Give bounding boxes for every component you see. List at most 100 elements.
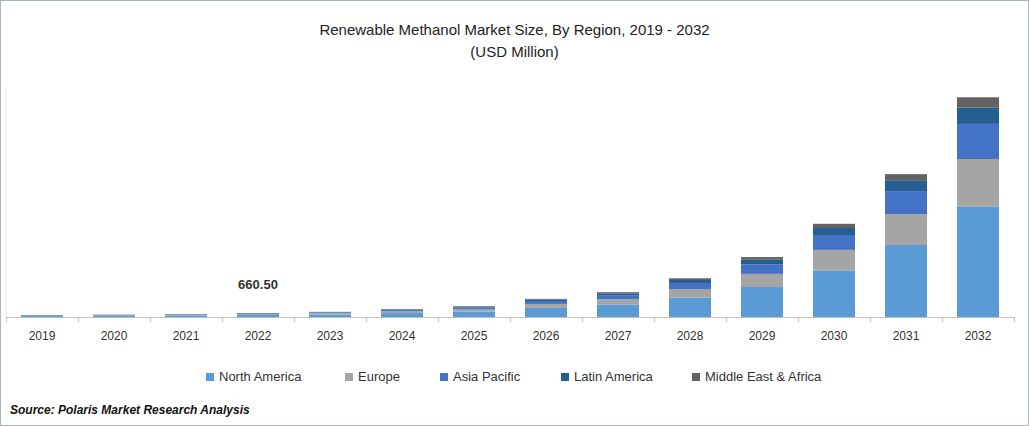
x-tick-label: 2031 [893,329,920,343]
bar-segment [885,214,927,245]
x-tick-label: 2032 [965,329,992,343]
bar-segment [525,308,567,317]
bar-segment [237,315,279,317]
bar-segment [93,314,135,315]
bar-segment [525,300,567,301]
bar-segment [813,228,855,235]
legend: North America Europe Asia Pacific Latin Ame… [206,369,822,384]
title: Renewable Methanol Market Size, By Regio… [319,21,709,38]
bar-segment [957,108,999,124]
bar-segment [525,304,567,308]
bar-segment [453,306,495,308]
x-tick-label: 2023 [317,329,344,343]
x-tick-label: 2019 [29,329,56,343]
bar-segment [813,270,855,317]
x-tick [870,317,871,322]
x-tick [6,317,7,322]
bar-segment [93,316,135,317]
bar-segment [741,257,783,260]
bar-segment [885,180,927,191]
bar-segment [237,313,279,314]
subtitle: (USD Million) [470,43,558,60]
x-tick-label: 2029 [749,329,776,343]
bar-segment [237,313,279,314]
bar-segment [885,191,927,214]
x-tick [510,317,511,322]
x-tick [942,317,943,322]
bar-segment [21,315,63,316]
bar-segment [669,278,711,280]
bar-segment [669,280,711,283]
bar-segment [669,289,711,298]
bar-segment [957,124,999,159]
bar-segment [21,315,63,316]
bar-segment [381,309,423,311]
bar-segment [165,314,207,315]
bar-segment [309,311,351,312]
x-tick-label: 2020 [101,329,128,343]
bar-segment [237,313,279,315]
x-tick-label: 2024 [389,329,416,343]
legend-swatch [206,373,214,381]
x-tick [654,317,655,322]
x-tick [150,317,151,322]
bar-segment [309,313,351,314]
legend-label: Europe [358,369,400,384]
bar-segment [453,312,495,317]
legend-label: Middle East & Africa [705,369,822,384]
bar-segment [813,224,855,228]
legend-label: Latin America [574,369,654,384]
legend-swatch [345,373,353,381]
x-tick-label: 2028 [677,329,704,343]
bar-segment [597,305,639,317]
bar-segment [741,287,783,317]
bar-segment [165,315,207,317]
bar-segment [669,298,711,317]
x-tick [222,317,223,322]
bar-segment [309,314,351,317]
frame [1,1,1029,426]
x-tick-label: 2026 [533,329,560,343]
source: Source: Polaris Market Research Analysis [10,403,250,417]
bar-segment [381,310,423,311]
bar-segment [237,314,279,316]
bar-segment [21,315,63,316]
bar-segment [453,307,495,309]
bar-segment [525,301,567,304]
x-tick [726,317,727,322]
bar-segment [957,97,999,107]
bar-segment [525,298,567,300]
legend-label: Asia Pacific [453,369,521,384]
bar-segment [93,315,135,317]
bar-segment [741,260,783,264]
bar-segment [597,292,639,293]
x-tick-label: 2021 [173,329,200,343]
bar-segment [813,250,855,271]
x-tick [294,317,295,322]
legend-swatch [692,373,700,381]
bar-segment [813,235,855,250]
bar-segment [381,313,423,317]
bar-segment [885,174,927,180]
bar-segment [21,316,63,317]
legend-swatch [440,373,448,381]
bar-segment [381,311,423,313]
bar-segment [597,295,639,299]
bar-segment [741,264,783,274]
bar-segment [597,299,639,304]
x-tick-label: 2030 [821,329,848,343]
legend-label: North America [219,369,302,384]
x-tick-label: 2027 [605,329,632,343]
bar-segment [885,245,927,317]
x-tick [582,317,583,322]
bar-segment [93,314,135,315]
bar-segment [165,313,207,314]
x-tick [798,317,799,322]
bar-segment [957,159,999,207]
bar-segment [597,293,639,295]
bar-segment [741,274,783,287]
x-tick-label: 2025 [461,329,488,343]
bar-segment [453,309,495,311]
x-tick [1014,317,1015,322]
bar-segment [309,312,351,314]
